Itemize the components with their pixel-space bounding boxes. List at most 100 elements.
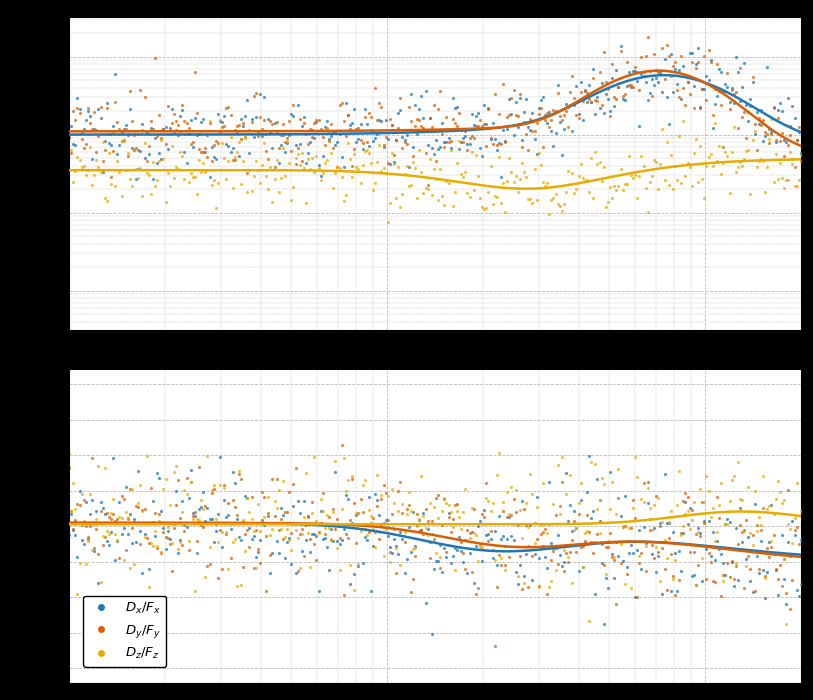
Point [352,558,365,569]
Point [547,545,560,557]
Point [675,50,688,62]
Point [255,159,268,170]
Point [337,116,350,127]
Point [708,118,721,129]
Point [757,115,770,126]
Point [660,584,673,595]
Point [792,551,805,562]
Point [337,590,350,601]
Point [320,154,333,165]
Point [484,505,497,517]
Point [245,185,258,196]
Point [363,108,376,119]
Point [80,139,93,150]
Point [721,81,734,92]
Point [320,510,333,521]
Point [473,192,486,203]
Point [754,154,767,165]
Point [71,152,84,163]
Point [610,184,623,195]
Point [140,532,153,543]
Point [205,485,218,496]
Point [788,513,801,524]
Point [185,465,198,476]
Point [643,87,656,98]
Point [744,528,757,539]
Point [170,116,183,127]
Point [285,559,298,570]
Point [335,439,348,450]
Point [490,191,503,202]
Point [96,503,109,514]
Point [218,494,231,505]
Point [298,551,311,562]
Point [283,130,296,141]
Point [109,181,122,192]
Point [515,158,528,169]
Point [266,143,279,154]
Point [159,544,172,555]
Point [497,125,510,136]
Point [280,135,293,146]
Point [364,111,377,122]
Point [494,171,507,182]
Point [424,112,437,123]
Point [616,521,629,532]
Point [610,94,623,105]
Point [606,58,619,69]
Point [373,115,386,126]
Point [729,86,742,97]
Point [84,488,97,499]
Point [130,500,143,511]
Point [784,550,797,561]
Point [635,69,648,80]
Point [243,522,256,533]
Point [189,66,202,78]
Point [692,560,705,571]
Point [186,172,199,183]
Point [692,527,705,538]
Point [667,574,680,585]
Point [562,165,575,176]
Point [77,515,90,526]
Point [239,110,252,121]
Point [193,128,206,139]
Point [538,110,551,121]
Point [650,567,663,578]
Point [308,539,321,550]
Point [654,575,667,587]
Point [555,476,568,487]
Point [696,173,709,184]
Point [664,71,677,82]
Point [522,122,535,133]
Point [237,155,250,167]
Point [432,555,445,566]
Point [140,518,153,529]
Point [237,517,250,528]
Point [402,500,415,511]
Point [115,127,128,138]
Point [230,120,243,132]
Point [312,162,325,174]
Point [538,551,551,562]
Point [515,141,528,153]
Point [314,174,327,186]
Point [174,147,187,158]
Point [283,115,296,126]
Point [85,545,98,556]
Point [77,495,90,506]
Point [788,524,801,536]
Point [558,123,571,134]
Point [211,137,224,148]
Point [647,79,660,90]
Point [274,139,287,150]
Point [567,516,580,527]
Point [159,531,172,542]
Point [201,560,214,571]
Point [698,517,711,528]
Point [721,67,734,78]
Point [84,117,97,128]
Point [654,69,667,80]
Point [276,509,289,520]
Point [618,94,631,106]
